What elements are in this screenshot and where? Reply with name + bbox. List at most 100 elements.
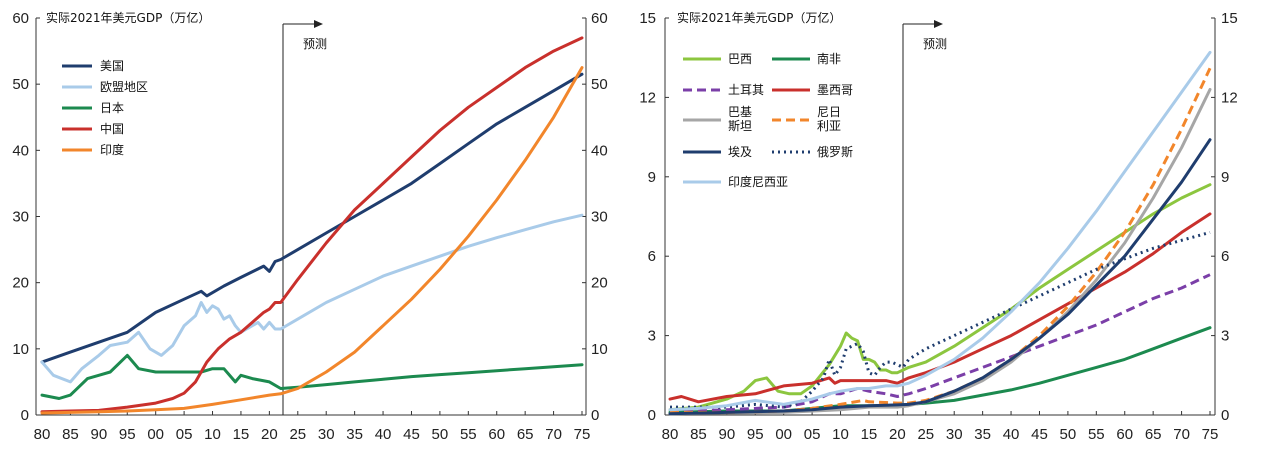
x-tick-label: 00 [775, 426, 792, 443]
legend-label: 中国 [100, 121, 124, 136]
x-tick-label: 05 [176, 426, 193, 443]
y-tick-label-left: 9 [648, 169, 656, 186]
x-tick-label: 60 [1116, 426, 1133, 443]
forecast-label: 预测 [303, 37, 327, 51]
legend-label: 埃及 [728, 145, 752, 159]
x-tick-label: 10 [204, 426, 221, 443]
legend-label: 欧盟地区 [100, 80, 148, 94]
x-tick-label: 30 [946, 426, 963, 443]
x-tick-label: 80 [34, 426, 51, 443]
x-tick-label: 20 [889, 426, 906, 443]
x-tick-label: 70 [545, 426, 562, 443]
x-tick-label: 95 [747, 426, 764, 443]
forecast-label: 预测 [923, 37, 947, 51]
x-tick-label: 00 [147, 426, 164, 443]
y-tick-label-left: 50 [12, 76, 29, 93]
x-tick-label: 25 [289, 426, 306, 443]
y-tick-label-left: 20 [12, 275, 29, 292]
x-tick-label: 35 [974, 426, 991, 443]
legend-label-line: 巴基 [728, 105, 752, 119]
x-tick-label: 65 [1145, 426, 1162, 443]
series-line [668, 138, 1212, 416]
forecast-arrow-head [314, 20, 323, 28]
legend-label: 印度 [100, 142, 124, 157]
x-tick-label: 80 [662, 426, 679, 443]
series-line [40, 36, 584, 414]
x-tick-label: 95 [119, 426, 136, 443]
legend-label: 土耳其 [728, 83, 764, 97]
x-tick-label: 85 [62, 426, 79, 443]
x-tick-label: 60 [488, 426, 505, 443]
x-tick-label: 45 [1031, 426, 1048, 443]
x-tick-label: 25 [917, 426, 934, 443]
x-tick-label: 90 [718, 426, 735, 443]
series-line [670, 230, 1211, 409]
x-tick-label: 40 [375, 426, 392, 443]
y-tick-label-left: 6 [648, 248, 656, 265]
series-line [40, 66, 584, 415]
y-tick-label-left: 40 [12, 142, 29, 159]
legend-label-line: 利亚 [817, 119, 841, 133]
series-line [40, 353, 584, 400]
series-line [668, 212, 1212, 404]
x-tick-label: 70 [1173, 426, 1190, 443]
legend-label-line: 斯坦 [728, 119, 752, 133]
legend-label: 美国 [100, 59, 124, 73]
chart-title: 实际2021年美元GDP（万亿） [677, 10, 841, 25]
legend-label: 日本 [100, 101, 124, 115]
legend-label: 俄罗斯 [817, 145, 853, 159]
x-tick-label: 55 [1088, 426, 1105, 443]
x-tick-label: 50 [1060, 426, 1077, 443]
y-tick-label-left: 15 [639, 10, 656, 27]
x-tick-label: 20 [261, 426, 278, 443]
x-tick-label: 35 [346, 426, 363, 443]
x-tick-label: 10 [832, 426, 849, 443]
legend-label: 印度尼西亚 [728, 174, 788, 189]
series-line [668, 50, 1212, 412]
legend-label: 墨西哥 [817, 83, 853, 97]
legend-label: 尼日利亚 [817, 105, 841, 133]
y-tick-label-right: 10 [591, 341, 608, 358]
y-tick-label-left: 10 [12, 341, 29, 358]
series-line [668, 88, 1212, 416]
y-tick-label-left: 3 [648, 328, 656, 345]
y-tick-label-right: 50 [591, 76, 608, 93]
y-tick-label-left: 60 [12, 10, 29, 27]
x-tick-label: 40 [1003, 426, 1020, 443]
x-tick-label: 30 [318, 426, 335, 443]
y-tick-label-left: 30 [12, 209, 29, 226]
y-tick-label-right: 40 [591, 142, 608, 159]
y-tick-label-right: 0 [591, 407, 599, 424]
y-tick-label-right: 12 [1221, 89, 1238, 106]
legend-label: 南非 [817, 51, 841, 66]
x-tick-label: 05 [804, 426, 821, 443]
x-tick-label: 85 [690, 426, 707, 443]
y-tick-label-right: 6 [1221, 248, 1229, 265]
y-tick-label-right: 3 [1221, 328, 1229, 345]
legend-label: 巴基斯坦 [728, 105, 752, 133]
y-tick-label-right: 15 [1221, 10, 1238, 27]
legend-label: 巴西 [728, 52, 752, 66]
legend-label-line: 尼日 [817, 105, 841, 119]
y-tick-label-right: 0 [1221, 407, 1229, 424]
x-tick-label: 15 [861, 426, 878, 443]
y-tick-label-right: 20 [591, 275, 608, 292]
series-line [40, 72, 584, 364]
series-line [40, 213, 584, 384]
x-tick-label: 55 [460, 426, 477, 443]
x-tick-label: 45 [403, 426, 420, 443]
chart-title: 实际2021年美元GDP（万亿） [46, 10, 210, 25]
y-tick-label-left: 12 [639, 89, 656, 106]
x-tick-label: 50 [432, 426, 449, 443]
y-tick-label-right: 30 [591, 209, 608, 226]
y-tick-label-right: 60 [591, 10, 608, 27]
y-tick-label-right: 9 [1221, 169, 1229, 186]
x-tick-label: 90 [90, 426, 107, 443]
x-tick-label: 65 [517, 426, 534, 443]
forecast-arrow-head [934, 20, 943, 28]
x-tick-label: 75 [574, 426, 591, 443]
